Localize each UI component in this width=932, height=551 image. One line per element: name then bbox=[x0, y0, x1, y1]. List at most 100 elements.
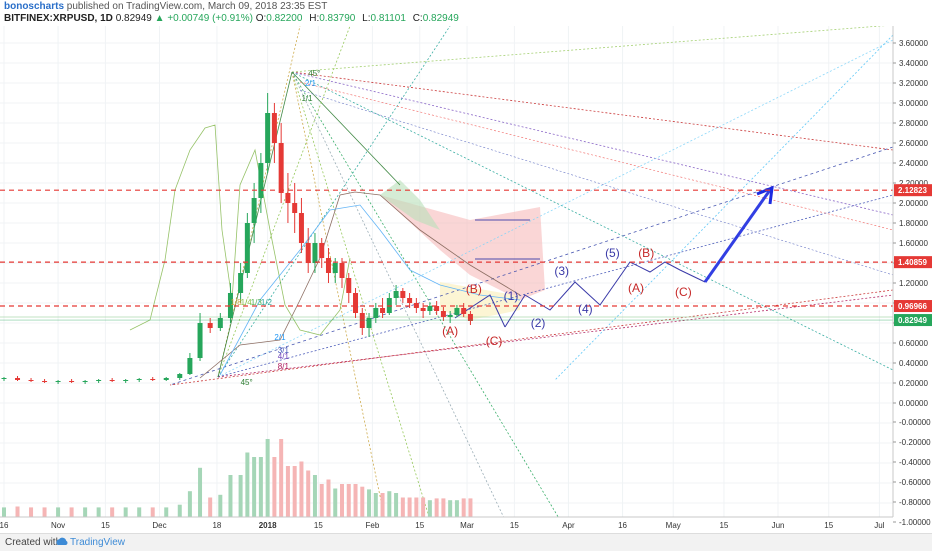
x-tick-label: Mar bbox=[460, 521, 474, 530]
tradingview-cloud-icon bbox=[56, 537, 68, 545]
volume-bar bbox=[306, 470, 311, 517]
x-tick-label: 15 bbox=[314, 521, 323, 530]
y-tick-label: 1.20000 bbox=[899, 279, 928, 288]
candle-body bbox=[55, 381, 61, 382]
volume-bar bbox=[333, 488, 338, 517]
x-tick-label: 15 bbox=[824, 521, 833, 530]
price-level-badge bbox=[894, 256, 932, 269]
volume-bar bbox=[198, 467, 203, 517]
candle-body bbox=[461, 308, 467, 314]
candle-body bbox=[440, 311, 446, 317]
volume-bar bbox=[326, 479, 331, 517]
volume-bar bbox=[400, 497, 405, 517]
volume-bar bbox=[367, 489, 372, 517]
candle-body bbox=[312, 243, 318, 263]
candle-body bbox=[285, 193, 291, 203]
candle-body bbox=[177, 374, 183, 378]
arrow-head-icon bbox=[756, 185, 774, 205]
volume-bars bbox=[2, 439, 473, 517]
fan-label: 1/8 bbox=[230, 298, 242, 307]
gann-fan-line bbox=[217, 194, 893, 378]
candle-body bbox=[1, 378, 7, 379]
gann-fan-line bbox=[291, 71, 401, 186]
candle-body bbox=[454, 308, 460, 315]
volume-bar bbox=[312, 475, 317, 517]
candle-body bbox=[319, 243, 325, 258]
candle-body bbox=[359, 313, 365, 328]
volume-bar bbox=[360, 486, 365, 517]
y-axis-badges: 2.12823 1.40859 0.96966 0.82949 bbox=[894, 184, 932, 327]
gann-fan-line bbox=[217, 71, 293, 378]
volume-bar bbox=[83, 507, 88, 517]
gann-fan-line bbox=[291, 26, 886, 73]
candle-body bbox=[393, 291, 399, 298]
y-tick-label: 2.60000 bbox=[899, 139, 928, 148]
y-tick-label: 3.40000 bbox=[899, 59, 928, 68]
y-tick-label: 3.60000 bbox=[899, 39, 928, 48]
candle-body bbox=[447, 315, 453, 317]
tradingview-brand[interactable]: TradingView bbox=[70, 537, 126, 548]
gann-fan-line bbox=[217, 26, 351, 378]
volume-bar bbox=[346, 484, 351, 517]
candle-body bbox=[407, 298, 413, 303]
candle-body bbox=[207, 323, 213, 328]
fan-label: 1/4 bbox=[241, 298, 253, 307]
candle-body bbox=[467, 314, 473, 321]
volume-bar bbox=[353, 484, 358, 517]
volume-bar bbox=[258, 457, 263, 517]
volume-bar bbox=[208, 497, 213, 517]
volume-bar bbox=[265, 439, 270, 517]
change-arrow-icon: ▲ bbox=[154, 13, 165, 24]
cloud-bullish bbox=[380, 180, 440, 230]
y-tick-label: 2.80000 bbox=[899, 119, 928, 128]
volume-bar bbox=[319, 484, 324, 517]
candle-body bbox=[136, 379, 142, 380]
volume-bar bbox=[340, 484, 344, 517]
gann-fan-line bbox=[291, 71, 385, 517]
price-level-label: 1.40859 bbox=[898, 258, 927, 267]
candle-body bbox=[217, 318, 223, 328]
volume-bar bbox=[150, 507, 155, 517]
y-tick-label: 0.40000 bbox=[899, 359, 928, 368]
volume-bar bbox=[29, 507, 34, 517]
x-tick-label: May bbox=[666, 521, 681, 530]
candle-body bbox=[258, 163, 264, 198]
volume-bar bbox=[448, 500, 453, 517]
y-tick-label: 1.80000 bbox=[899, 219, 928, 228]
candle-body bbox=[197, 323, 203, 358]
y-tick-label: 2.20000 bbox=[899, 179, 928, 188]
x-tick-label: 15 bbox=[719, 521, 728, 530]
volume-bar bbox=[279, 439, 284, 517]
gann-fan-line bbox=[217, 39, 893, 378]
volume-bar bbox=[137, 507, 142, 517]
symbol-name[interactable]: BITFINEX:XRPUSD, 1D bbox=[4, 13, 113, 24]
x-tick-label: 16 bbox=[618, 521, 627, 530]
x-axis[interactable]: 16 Nov 15 Dec 18 2018 15 Feb 15 Mar 15 Apr 16 May 15 Ju… bbox=[0, 521, 885, 530]
volume-bar bbox=[252, 457, 257, 517]
candle-body bbox=[400, 291, 406, 298]
y-axis[interactable]: 3.60000 3.40000 3.20000 3.00000 2.80000 2.600… bbox=[893, 39, 931, 527]
candle-body bbox=[353, 293, 359, 313]
fan-label: 2/1 bbox=[274, 333, 286, 342]
plot-area[interactable] bbox=[0, 26, 893, 517]
wave-label: (2) bbox=[531, 316, 546, 330]
x-tick-label: 18 bbox=[212, 521, 221, 530]
volume-bar bbox=[468, 498, 473, 517]
candle-body bbox=[380, 308, 386, 313]
candle-body bbox=[238, 273, 244, 293]
trend-line bbox=[554, 34, 893, 381]
volume-bar bbox=[96, 507, 101, 517]
candle-body bbox=[123, 380, 129, 381]
wave-label: (B) bbox=[466, 282, 482, 296]
gann-fan-line bbox=[217, 294, 893, 378]
y-tick-label: 1.60000 bbox=[899, 239, 928, 248]
chart-header: bonoscharts published on TradingView.com… bbox=[0, 0, 932, 26]
wave-path bbox=[454, 294, 506, 328]
y-tick-label: 0.60000 bbox=[899, 339, 928, 348]
volume-bar bbox=[407, 497, 412, 517]
author-name[interactable]: bonoscharts bbox=[4, 1, 65, 12]
candle-body bbox=[346, 278, 352, 293]
last-price-badge bbox=[894, 314, 932, 327]
open-value: 0.82200 bbox=[266, 13, 303, 24]
price-chart[interactable]: (A) (B) (C) (1) (2) (3) (4) (5) (B) (A) (C) 1/8 1/4… bbox=[0, 0, 932, 533]
